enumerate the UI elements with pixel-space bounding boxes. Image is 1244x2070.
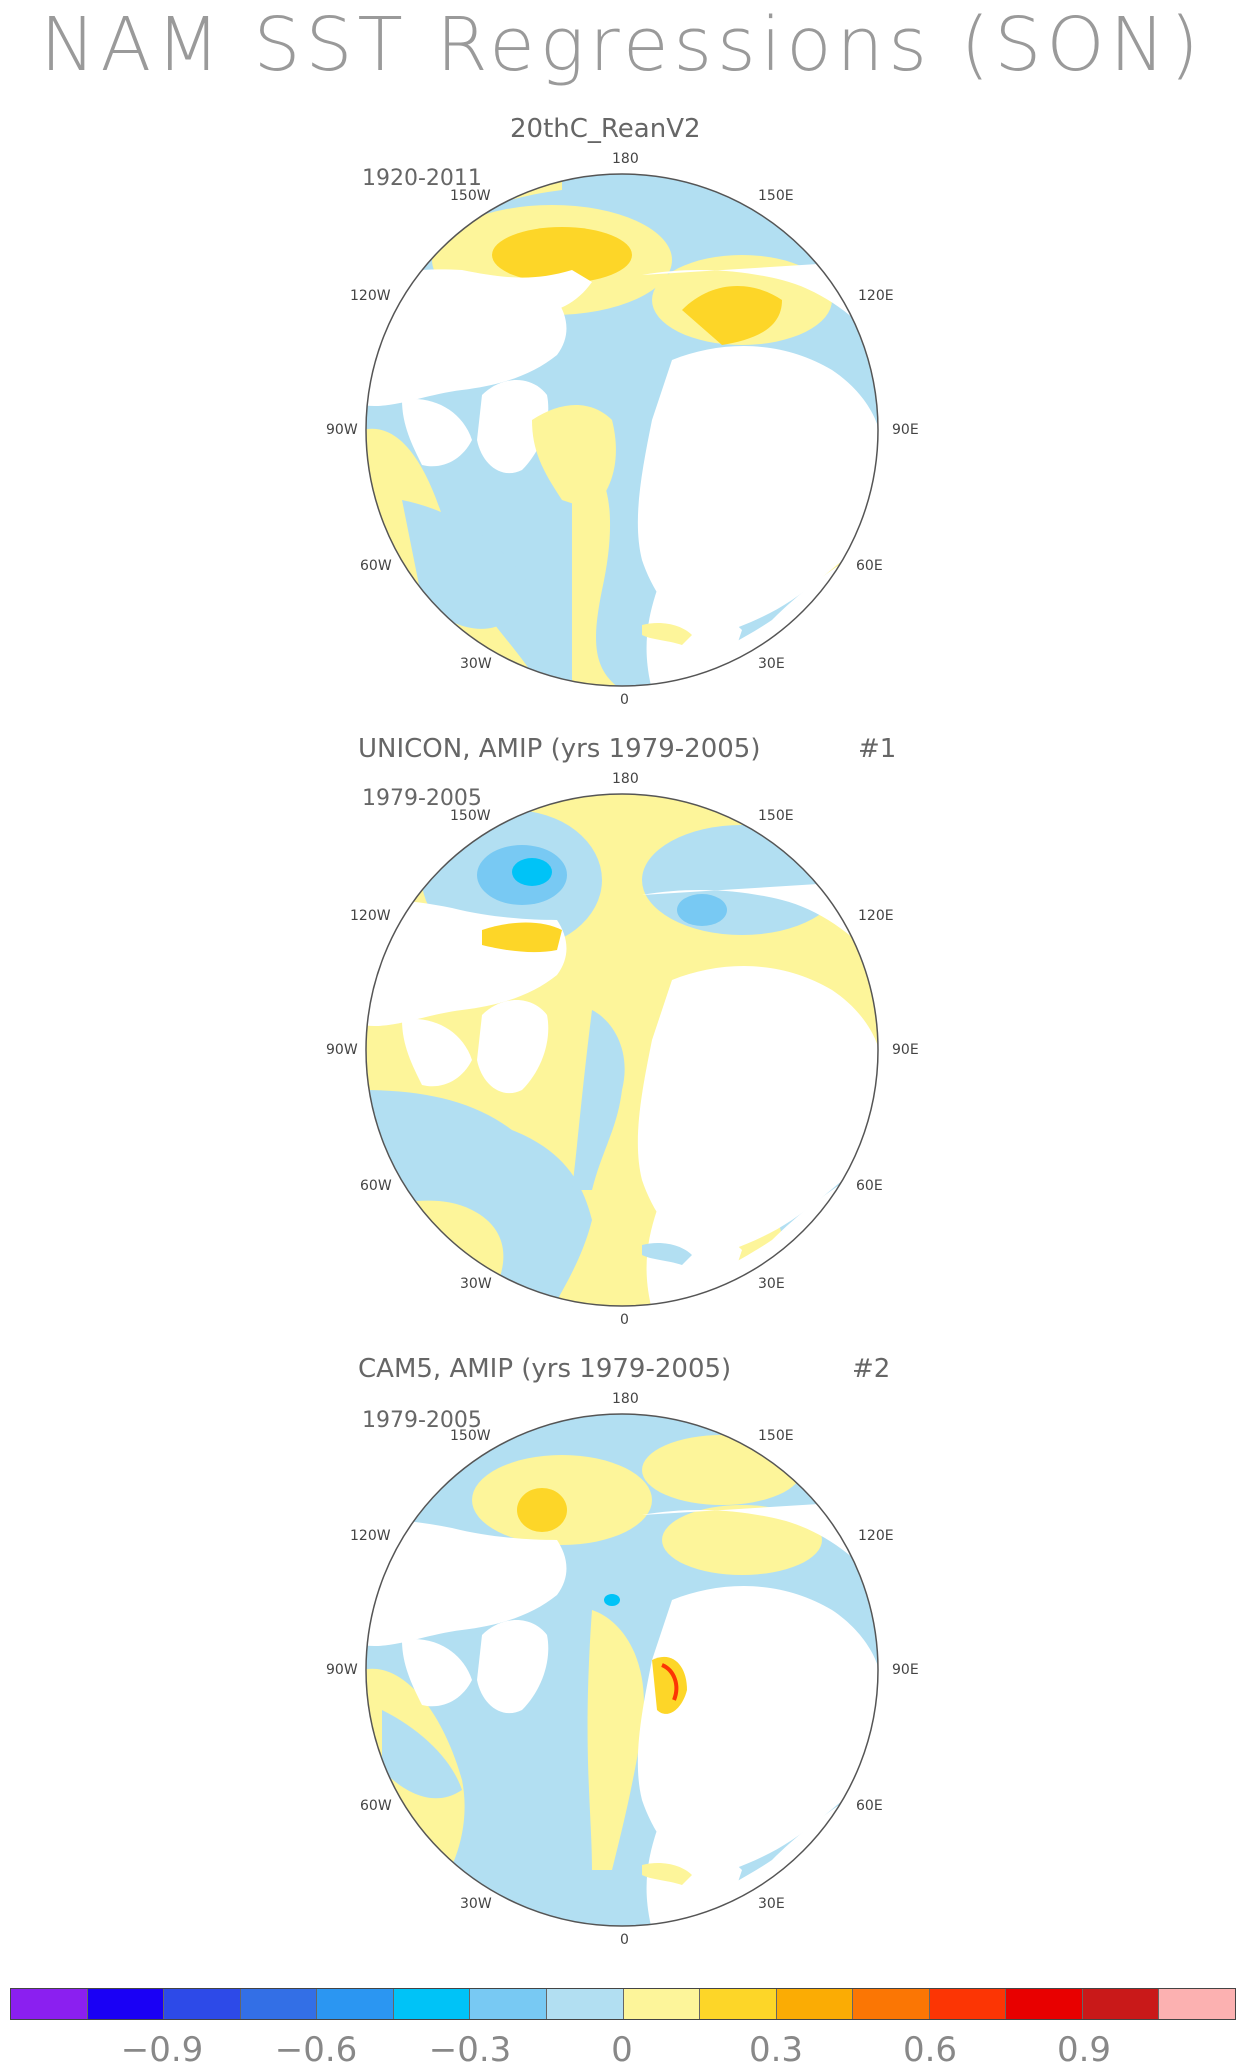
panel-3-period: 1979-2005: [362, 1408, 482, 1433]
map2-lon-180: 180: [612, 771, 639, 787]
colorbar-swatch: [164, 1989, 241, 2019]
polar-map-1: [365, 173, 879, 687]
panel-3-title: CAM5, AMIP (yrs 1979-2005): [358, 1354, 732, 1384]
colorbar-label: 0: [611, 2030, 633, 2070]
map3-lon-30e: 30E: [758, 1896, 785, 1912]
map2-lon-150e: 150E: [758, 808, 794, 824]
map1-lon-120w: 120W: [350, 288, 391, 304]
colorbar-swatch: [776, 1989, 854, 2019]
map2-lon-30e: 30E: [758, 1276, 785, 1292]
map1-lon-180: 180: [612, 151, 639, 167]
map1-lon-150w: 150W: [450, 188, 491, 204]
map1-lon-60w: 60W: [360, 558, 392, 574]
map2-lon-90w: 90W: [326, 1042, 358, 1058]
colorbar: [10, 1988, 1236, 2020]
colorbar-swatch: [87, 1989, 165, 2019]
map1-lon-150e: 150E: [758, 188, 794, 204]
page-title: NAM SST Regressions (SON): [40, 2, 1204, 88]
map3-lon-180: 180: [612, 1391, 639, 1407]
colorbar-label: −0.3: [428, 2030, 512, 2070]
map3-lon-0: 0: [620, 1932, 629, 1948]
map3-lon-90w: 90W: [326, 1662, 358, 1678]
colorbar-swatch: [623, 1989, 701, 2019]
colorbar-swatch: [470, 1989, 547, 2019]
map2-lon-90e: 90E: [892, 1042, 919, 1058]
map2-lon-60e: 60E: [856, 1178, 883, 1194]
map1-lon-60e: 60E: [856, 558, 883, 574]
colorbar-label: −0.9: [120, 2030, 204, 2070]
colorbar-swatch: [1006, 1989, 1083, 2019]
colorbar-swatch: [546, 1989, 624, 2019]
panel-2-title: UNICON, AMIP (yrs 1979-2005): [358, 734, 761, 764]
map1-lon-30w: 30W: [460, 656, 492, 672]
panel-1-period: 1920-2011: [362, 166, 482, 191]
colorbar-label: 0.3: [748, 2030, 804, 2070]
map3-lon-150w: 150W: [450, 1428, 491, 1444]
colorbar-swatch: [1082, 1989, 1160, 2019]
colorbar-swatch: [11, 1989, 88, 2019]
map2-lon-120w: 120W: [350, 908, 391, 924]
map3-lon-60e: 60E: [856, 1798, 883, 1814]
colorbar-swatch: [393, 1989, 471, 2019]
map3-lon-120e: 120E: [858, 1528, 894, 1544]
colorbar-label: 0.6: [902, 2030, 958, 2070]
map1-lon-90w: 90W: [326, 422, 358, 438]
map2-lon-30w: 30W: [460, 1276, 492, 1292]
colorbar-swatch: [240, 1989, 318, 2019]
polar-map-3: [365, 1413, 879, 1927]
panel-3-number: #2: [852, 1354, 891, 1384]
colorbar-swatch: [1159, 1989, 1235, 2019]
map3-lon-30w: 30W: [460, 1896, 492, 1912]
map1-lon-0: 0: [620, 692, 629, 708]
map2-lon-150w: 150W: [450, 808, 491, 824]
colorbar-swatch: [929, 1989, 1007, 2019]
map3-lon-90e: 90E: [892, 1662, 919, 1678]
colorbar-swatch: [700, 1989, 777, 2019]
panel-2-period: 1979-2005: [362, 786, 482, 811]
map2-lon-0: 0: [620, 1312, 629, 1328]
map1-lon-90e: 90E: [892, 422, 919, 438]
map1-lon-30e: 30E: [758, 656, 785, 672]
map3-lon-120w: 120W: [350, 1528, 391, 1544]
colorbar-swatch: [317, 1989, 394, 2019]
map1-lon-120e: 120E: [858, 288, 894, 304]
map2-lon-60w: 60W: [360, 1178, 392, 1194]
panel-2-number: #1: [858, 734, 897, 764]
colorbar-swatch: [853, 1989, 930, 2019]
map3-lon-60w: 60W: [360, 1798, 392, 1814]
colorbar-label: −0.6: [274, 2030, 358, 2070]
polar-map-2: [365, 793, 879, 1307]
map2-lon-120e: 120E: [858, 908, 894, 924]
colorbar-label: 0.9: [1056, 2030, 1112, 2070]
map3-lon-150e: 150E: [758, 1428, 794, 1444]
panel-1-title: 20thC_ReanV2: [510, 114, 701, 144]
